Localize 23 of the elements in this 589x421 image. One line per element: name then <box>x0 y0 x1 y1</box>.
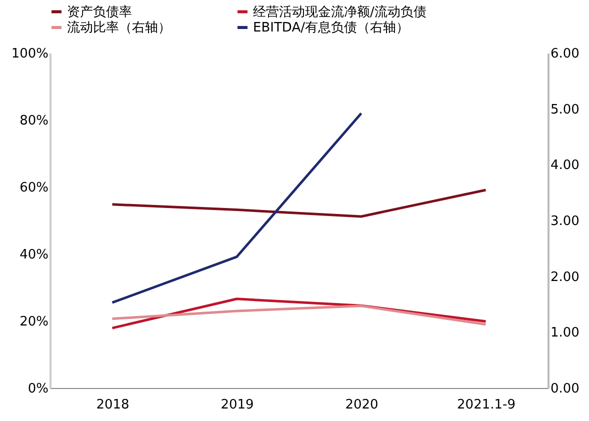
y2-tick-label: 5.00 <box>550 102 580 118</box>
y2-tick-label: 2.00 <box>550 270 580 285</box>
y-tick-label: 0% <box>28 382 48 396</box>
x-tick-label: 2019 <box>220 398 254 412</box>
y-tick-label: 20% <box>20 314 48 330</box>
legend-label: EBITDA/有息负债（右轴） <box>253 20 409 36</box>
y-tick-label: 100% <box>11 46 48 62</box>
y-tick-label: 60% <box>20 180 48 196</box>
y2-tick-label: 1.00 <box>550 326 580 341</box>
legend-label: 经营活动现金流净额/流动负债 <box>253 4 426 20</box>
x-tick-label: 2018 <box>96 398 130 412</box>
legend-label: 流动比率（右轴） <box>67 20 171 36</box>
y-tick-label: 40% <box>20 248 48 262</box>
y2-tick-label: 3.00 <box>550 214 580 229</box>
legend-label: 资产负债率 <box>67 4 132 20</box>
line-series <box>111 188 487 218</box>
y-tick-label: 80% <box>20 114 48 128</box>
x-tick-label: 2021.1-9 <box>457 398 516 412</box>
y2-tick-label: 4.00 <box>550 158 580 174</box>
y2-tick-label: 0.00 <box>550 382 580 396</box>
y2-tick-label: 6.00 <box>550 46 580 62</box>
line-series <box>111 304 487 326</box>
x-tick-label: 2020 <box>345 398 378 412</box>
